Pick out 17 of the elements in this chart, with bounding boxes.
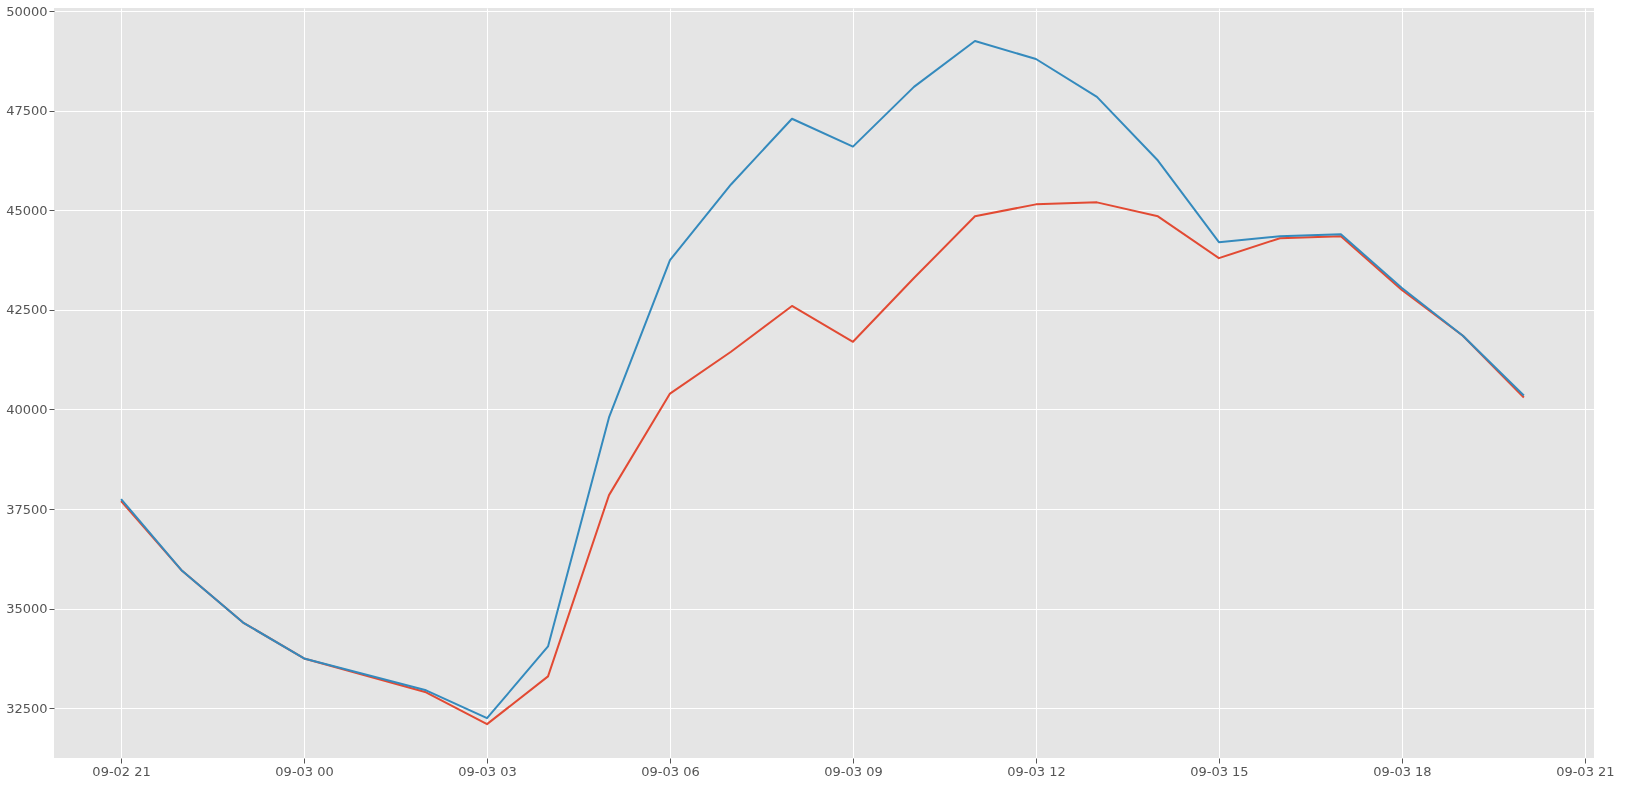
y-tick-label: 42500 [6, 302, 48, 318]
y-tick-label: 32500 [6, 700, 48, 716]
x-tick-label: 09-03 21 [1556, 763, 1615, 779]
x-tick-label: 09-03 03 [458, 763, 517, 779]
x-tick-label: 09-03 00 [275, 763, 334, 779]
x-tick-label: 09-03 15 [1190, 763, 1249, 779]
y-tick-label: 50000 [6, 3, 48, 19]
y-tick-label: 35000 [6, 601, 48, 617]
x-tick-label: 09-03 09 [824, 763, 883, 779]
x-tick-label: 09-03 12 [1007, 763, 1066, 779]
x-tick-label: 09-03 18 [1373, 763, 1432, 779]
y-tick-label: 45000 [6, 202, 48, 218]
x-tick-label: 09-02 21 [92, 763, 151, 779]
y-tick-label: 37500 [6, 501, 48, 517]
y-tick-label: 40000 [6, 401, 48, 417]
x-tick-label: 09-03 06 [641, 763, 700, 779]
y-tick-label: 47500 [6, 103, 48, 119]
